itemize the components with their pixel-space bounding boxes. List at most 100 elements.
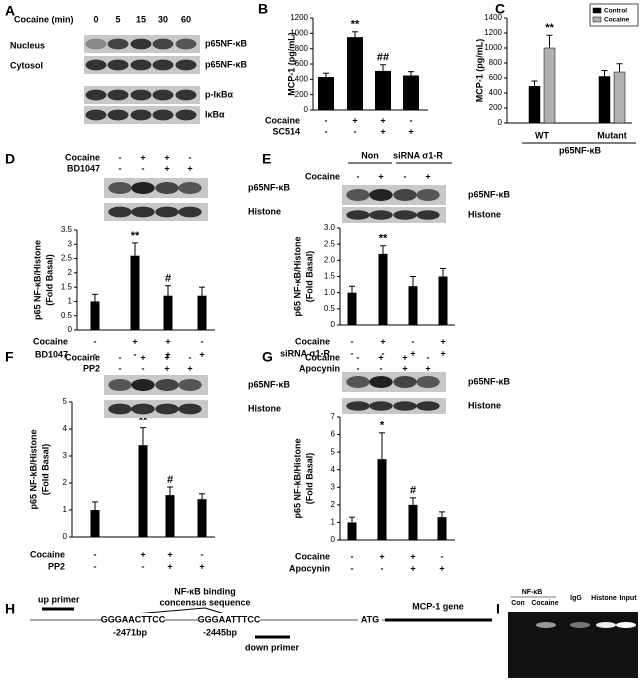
bar (165, 495, 175, 537)
condition-sign: - (201, 549, 204, 559)
y-tick-label: 0 (63, 532, 68, 541)
blot-band (369, 210, 393, 220)
significance: ** (545, 22, 554, 34)
band-label: Histone (248, 403, 281, 413)
group-label: p65NF-κB (559, 145, 602, 155)
blot-sign: - (189, 152, 192, 162)
band-label: p65NF-κB (205, 59, 248, 69)
gel (508, 612, 638, 678)
time-label: 60 (181, 14, 191, 24)
blot-sign: + (402, 363, 407, 373)
condition-sign: - (94, 349, 97, 359)
y-tick-label: 1 (63, 505, 68, 514)
y-tick-label: 4 (331, 465, 336, 474)
gel-band (570, 622, 590, 628)
condition-sign: - (381, 563, 384, 573)
blot-band (107, 109, 129, 121)
x-tick-label: WT (535, 130, 549, 140)
blot-band (85, 109, 107, 121)
blot-row-label: PP2 (83, 363, 100, 373)
condition-sign: + (410, 563, 415, 573)
condition-sign: - (412, 336, 415, 346)
blot-row-label: Cocaine (305, 352, 340, 362)
condition-sign: - (201, 336, 204, 346)
panel-label: I (496, 601, 500, 617)
y-tick-label: 1.5 (324, 272, 336, 281)
band-label: p65NF-κB (468, 376, 511, 386)
fraction-label: Cytosol (10, 60, 43, 70)
condition-sign: + (140, 549, 145, 559)
blot-band (416, 376, 440, 388)
y-tick-label: 2 (68, 268, 73, 277)
panel-label: D (5, 151, 15, 167)
blot-sign: + (425, 171, 430, 181)
site-bg (358, 613, 382, 627)
condition-sign: + (167, 549, 172, 559)
blot-band (152, 109, 174, 121)
condition-sign: + (199, 349, 204, 359)
blot-row-label: Apocynin (299, 363, 340, 373)
y-tick-label: 0 (331, 320, 336, 329)
position: -2445bp (203, 627, 238, 637)
blot-band (346, 401, 370, 411)
blot-sign: - (142, 363, 145, 373)
blot-sign: + (425, 363, 430, 373)
blot-sign: + (187, 363, 192, 373)
blot-band (155, 206, 179, 218)
blot-band (175, 38, 197, 50)
band-label: p65NF-κB (468, 189, 511, 199)
legend-swatch (592, 7, 602, 14)
blot-band (108, 379, 132, 391)
band-label: Histone (248, 206, 281, 216)
gel-band (616, 622, 636, 628)
blot-row-label: Cocaine (305, 171, 340, 181)
blot-sign: + (140, 352, 145, 362)
blot-band (346, 189, 370, 201)
y-tick-label: 400 (489, 88, 503, 97)
y-tick-label: 2.5 (324, 239, 336, 248)
y-tick-label: 1 (68, 297, 73, 306)
condition-sign: - (142, 561, 145, 571)
y-tick-label: 1.0 (324, 288, 336, 297)
blot-band (131, 206, 155, 218)
significance: ** (379, 233, 388, 245)
bar (438, 276, 448, 325)
panel-label: E (262, 151, 271, 167)
y-tick-label: 3 (331, 482, 336, 491)
bar (408, 504, 418, 540)
significance: # (165, 273, 171, 285)
condition-label: Cocaine (265, 115, 300, 125)
bar (130, 255, 140, 330)
blot-band (393, 210, 417, 220)
y-tick-label: 600 (489, 73, 503, 82)
blot-sign: - (119, 352, 122, 362)
gene-label: MCP-1 gene (412, 601, 464, 611)
legend-label: Cocaine (604, 17, 630, 24)
gel-lane-label: Input (619, 595, 637, 602)
condition-sign: + (167, 561, 172, 571)
bar (375, 70, 391, 110)
y-tick-label: 3.5 (61, 225, 73, 234)
condition-sign: - (354, 126, 357, 136)
site-bg (198, 613, 260, 627)
site: GGGAATTTCC (198, 614, 261, 624)
condition-sign: - (351, 563, 354, 573)
significance: ## (377, 52, 389, 64)
position: -2471bp (113, 627, 148, 637)
y-tick-label: 0.5 (61, 311, 73, 320)
significance: # (167, 474, 173, 486)
y-axis-label: MCP-1 (pg/mL) (474, 39, 484, 103)
condition-sign: + (165, 349, 170, 359)
condition-sign: + (439, 563, 444, 573)
blot-sign: - (427, 352, 430, 362)
bar (347, 522, 357, 540)
y-tick-label: 0.5 (324, 304, 336, 313)
y-axis-label: p65 NF-kB/Histone (28, 429, 38, 509)
condition-label: Cocaine (30, 549, 65, 559)
bar (347, 292, 357, 325)
y-tick-label: 7 (331, 412, 336, 421)
blot-band (178, 403, 202, 415)
panel-label: H (5, 601, 15, 617)
y-tick-label: 5 (331, 447, 336, 456)
